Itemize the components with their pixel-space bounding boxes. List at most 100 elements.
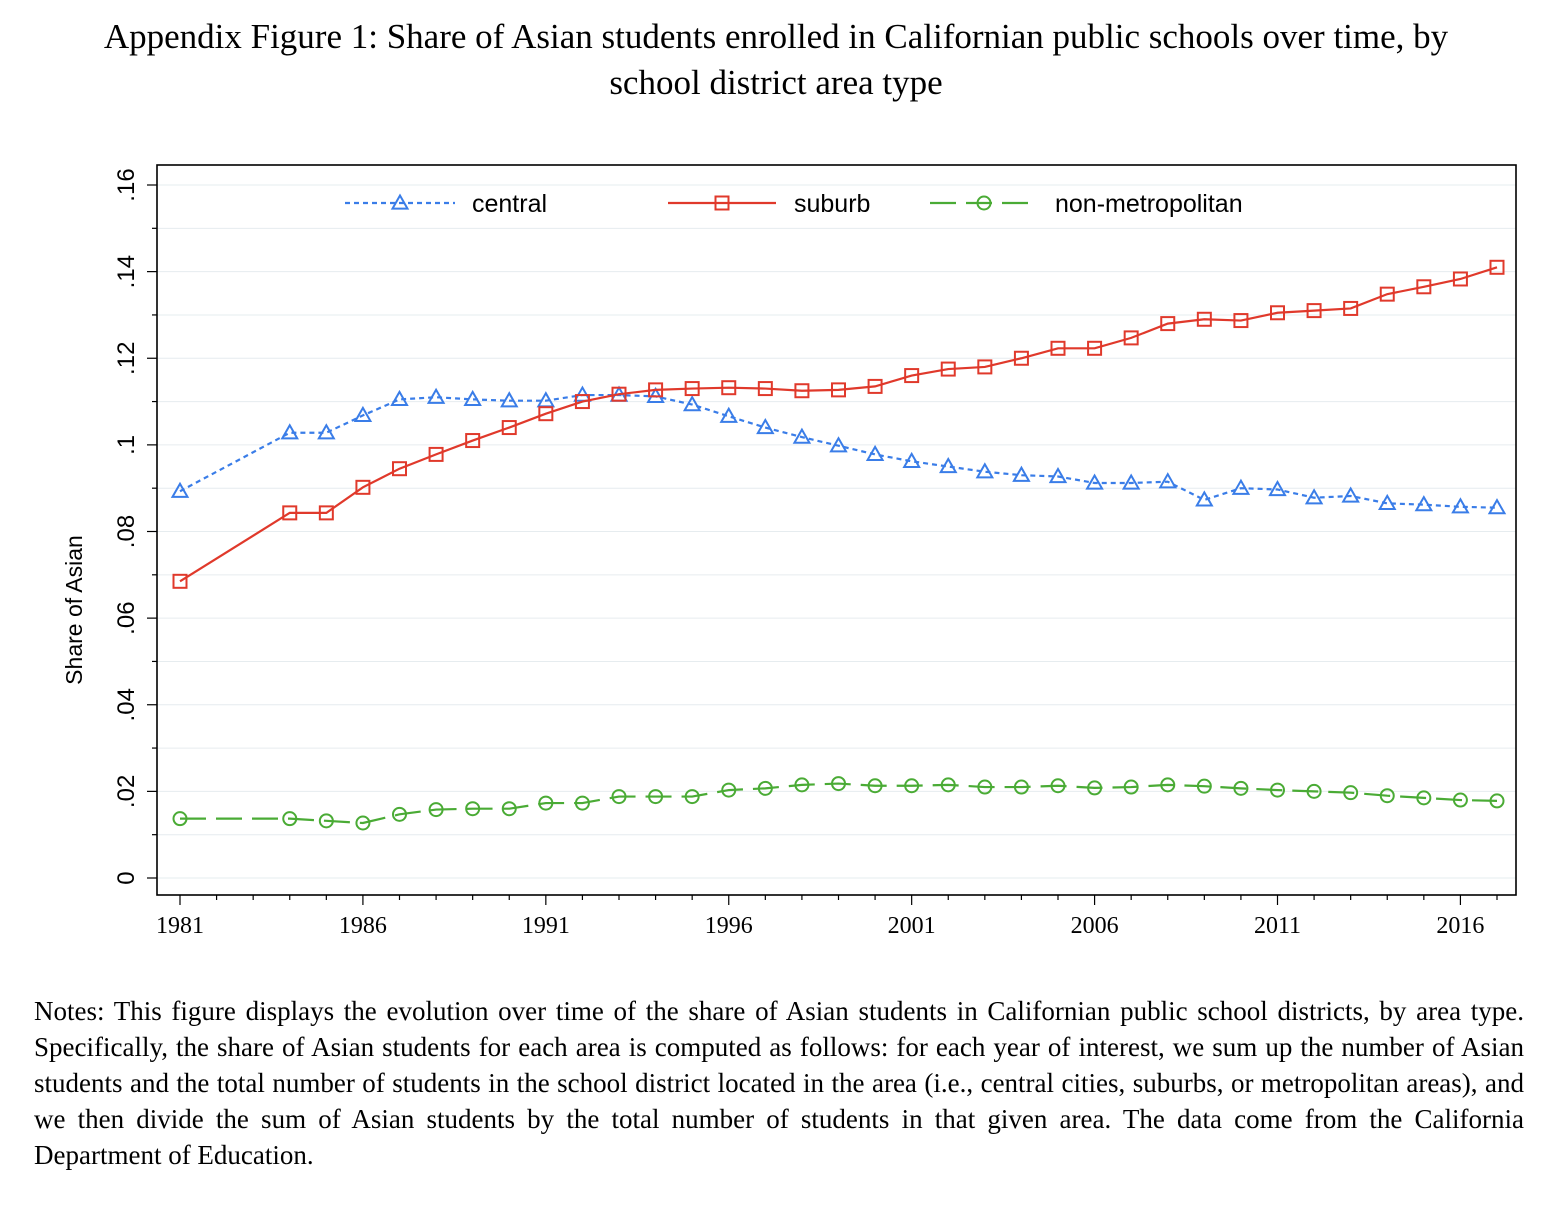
data-point-suburb [1270, 305, 1285, 321]
data-point-non-metropolitan [977, 779, 993, 795]
data-point-central [1414, 495, 1434, 512]
data-point-suburb [538, 406, 554, 422]
data-point-suburb [1160, 316, 1176, 332]
figure-title-line1: Appendix Figure 1: Share of Asian studen… [103, 17, 1449, 56]
data-point-suburb [574, 394, 590, 410]
data-point-central [1231, 478, 1251, 495]
data-point-central [463, 389, 482, 407]
figure-notes: Notes: This figure displays the evolutio… [34, 996, 1524, 1170]
data-point-central [939, 457, 958, 474]
data-point-non-metropolitan [1489, 793, 1505, 809]
data-point-non-metropolitan [684, 789, 700, 805]
data-point-non-metropolitan [904, 778, 920, 794]
data-point-non-metropolitan [1233, 780, 1249, 796]
data-point-suburb [904, 368, 920, 384]
data-point-non-metropolitan [574, 795, 590, 811]
y-tick-label: 0 [113, 871, 140, 884]
plot-frame [156, 164, 1517, 896]
data-point-non-metropolitan [648, 789, 664, 805]
legend-marker-central [390, 193, 410, 210]
data-point-non-metropolitan [831, 776, 846, 792]
data-point-suburb [318, 505, 334, 521]
data-point-non-metropolitan [1123, 779, 1139, 795]
data-point-suburb [355, 479, 371, 495]
data-point-non-metropolitan [428, 802, 444, 818]
data-point-non-metropolitan [355, 815, 371, 831]
data-point-central [829, 436, 848, 453]
data-point-suburb [977, 359, 993, 375]
data-point-non-metropolitan [1050, 778, 1066, 794]
data-point-non-metropolitan [1160, 777, 1176, 793]
data-point-central [1304, 488, 1324, 505]
data-point-suburb [684, 381, 700, 397]
data-point-suburb [1013, 350, 1029, 366]
data-point-suburb [1452, 271, 1468, 287]
data-point-suburb [794, 383, 810, 399]
data-point-suburb [648, 382, 664, 398]
data-point-non-metropolitan [501, 801, 517, 817]
data-point-central [426, 387, 446, 404]
data-point-central [170, 481, 190, 498]
data-point-suburb [1343, 300, 1359, 316]
x-tick-label: 2016 [1436, 913, 1484, 939]
x-tick-label: 1981 [156, 913, 204, 939]
line-chart: 0 .02 .04 .06 .08 .1 .12 .14 .16 1981 1986 1991 1996… [61, 164, 1517, 939]
figure-title: Appendix Figure 1: Share of Asian studen… [0, 14, 1552, 106]
data-point-suburb [757, 381, 773, 397]
series-line-non-metropolitan [180, 782, 1498, 825]
data-point-central [280, 423, 299, 440]
data-point-non-metropolitan [794, 777, 810, 793]
y-axis-label: Share of Asian [61, 535, 87, 685]
data-point-suburb [940, 361, 956, 377]
data-point-suburb [1416, 279, 1432, 295]
data-point-central [500, 391, 519, 408]
x-tick-label: 2006 [1071, 913, 1119, 939]
data-point-central [1341, 486, 1360, 503]
data-point-suburb [1123, 330, 1139, 346]
data-point-central [756, 418, 775, 435]
data-point-suburb [428, 446, 444, 462]
data-point-non-metropolitan [1306, 783, 1322, 799]
data-point-suburb [392, 461, 407, 477]
legend-label-suburb: suburb [794, 190, 870, 218]
data-point-suburb [1489, 259, 1505, 275]
data-point-non-metropolitan [172, 811, 188, 827]
data-point-central [1158, 472, 1177, 489]
data-point-central [1268, 479, 1287, 497]
x-tick-label: 2001 [888, 913, 936, 939]
data-point-central [1195, 490, 1214, 507]
y-tick-label: .08 [113, 515, 140, 548]
data-point-non-metropolitan [1196, 778, 1212, 794]
legend-marker-non-metropolitan [976, 195, 992, 211]
data-point-suburb [1196, 311, 1212, 327]
data-point-central [1451, 497, 1470, 514]
y-tick-label: .14 [113, 255, 140, 288]
figure-title-line2: school district area type [609, 63, 943, 102]
data-point-non-metropolitan [282, 811, 298, 827]
data-point-suburb [1306, 303, 1322, 319]
data-point-suburb [867, 378, 883, 394]
data-point-non-metropolitan [757, 780, 773, 796]
data-point-central [902, 451, 921, 468]
data-point-suburb [501, 420, 517, 436]
data-point-central [1012, 465, 1031, 482]
data-point-non-metropolitan [940, 777, 956, 793]
data-point-non-metropolitan [465, 801, 481, 817]
legend-label-central: central [472, 190, 547, 218]
y-tick-label: .12 [113, 342, 140, 375]
data-point-suburb [1233, 313, 1249, 329]
data-point-non-metropolitan [867, 778, 883, 794]
y-tick-label: .16 [113, 168, 140, 201]
data-point-non-metropolitan [611, 789, 627, 805]
data-point-non-metropolitan [1343, 785, 1359, 801]
data-point-suburb [1379, 286, 1395, 302]
data-point-central [975, 462, 995, 479]
data-point-suburb [282, 505, 298, 521]
data-point-non-metropolitan [1270, 782, 1285, 798]
data-point-central [719, 406, 738, 423]
y-tick-label: .06 [113, 601, 140, 634]
data-point-central [1487, 498, 1507, 515]
data-point-central [865, 444, 885, 462]
data-point-central [1121, 473, 1141, 490]
legend-label-non-metropolitan: non-metropolitan [1055, 190, 1243, 218]
